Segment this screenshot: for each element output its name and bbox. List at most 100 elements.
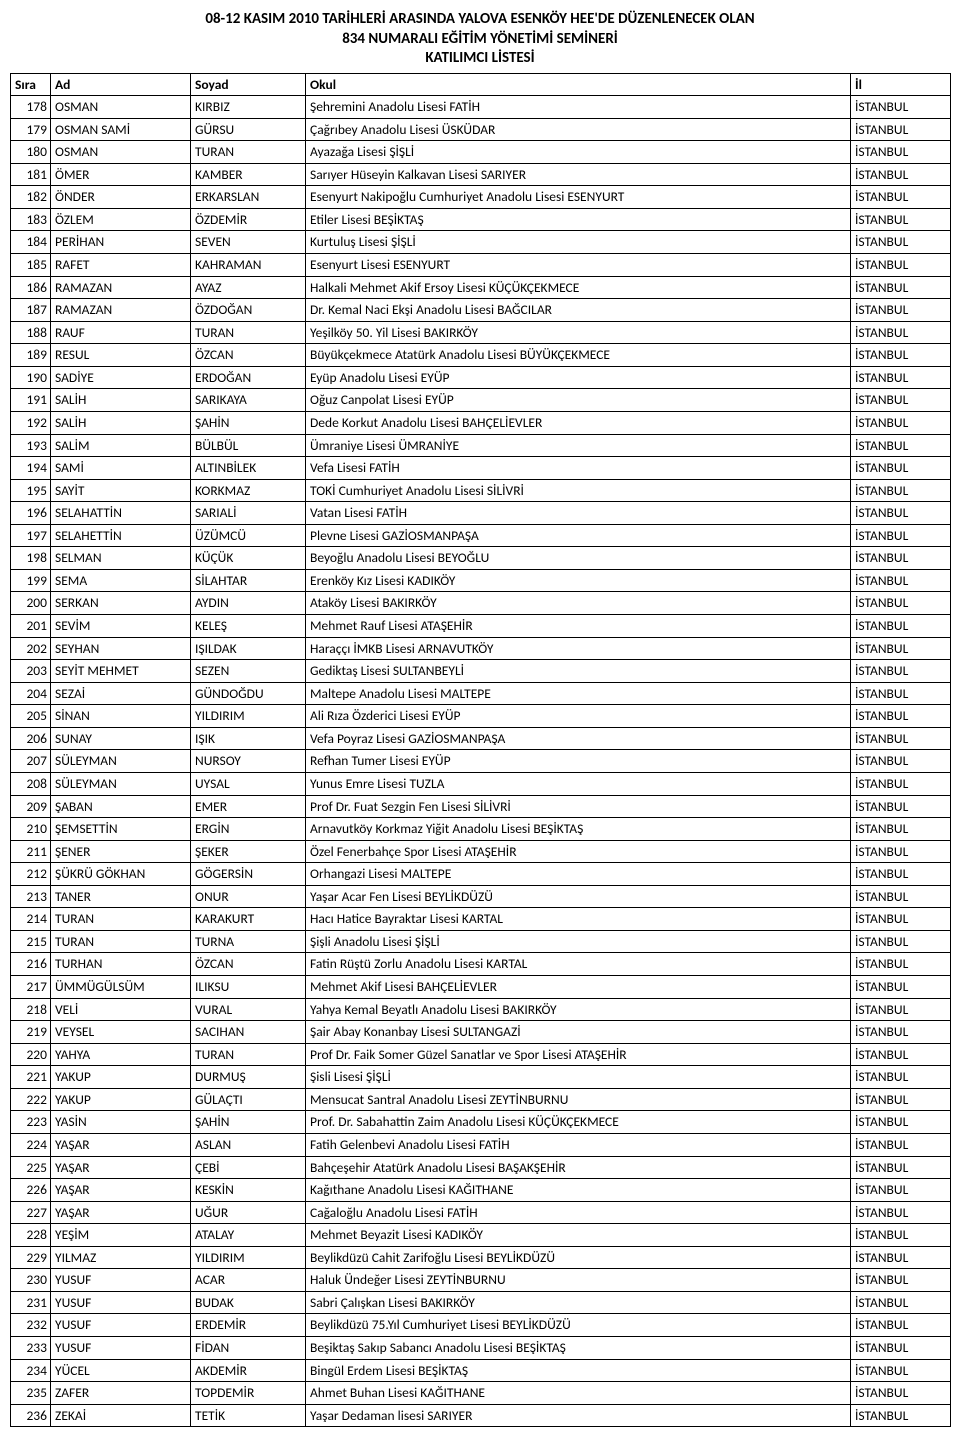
cell-sira: 180 [11,141,51,164]
cell-il: İSTANBUL [851,254,951,277]
cell-soyad: ŞEKER [191,840,306,863]
cell-okul: Fatih Gelenbevi Anadolu Lisesi FATİH [306,1133,851,1156]
cell-okul: Maltepe Anadolu Lisesi MALTEPE [306,682,851,705]
cell-ad: SİNAN [51,705,191,728]
cell-soyad: ŞAHİN [191,411,306,434]
cell-sira: 178 [11,96,51,119]
cell-il: İSTANBUL [851,908,951,931]
cell-il: İSTANBUL [851,141,951,164]
cell-soyad: AYAZ [191,276,306,299]
cell-il: İSTANBUL [851,547,951,570]
cell-ad: YUSUF [51,1337,191,1360]
cell-soyad: ÖZCAN [191,344,306,367]
cell-soyad: EMER [191,795,306,818]
table-row: 201SEVİMKELEŞMehmet Rauf Lisesi ATAŞEHİR… [11,615,951,638]
table-row: 212ŞÜKRÜ GÖKHANGÖGERSİNOrhangazi Lisesi … [11,863,951,886]
cell-soyad: TURAN [191,1043,306,1066]
cell-okul: Şair Abay Konanbay Lisesi SULTANGAZİ [306,1021,851,1044]
cell-okul: Kurtuluş Lisesi ŞİŞLİ [306,231,851,254]
cell-soyad: BÜLBÜL [191,434,306,457]
cell-sira: 202 [11,637,51,660]
cell-okul: Ahmet Buhan Lisesi KAĞITHANE [306,1382,851,1405]
cell-soyad: IŞIK [191,727,306,750]
table-row: 178OSMANKIRBIZŞehremini Anadolu Lisesi F… [11,96,951,119]
cell-ad: YUSUF [51,1314,191,1337]
cell-il: İSTANBUL [851,479,951,502]
cell-il: İSTANBUL [851,524,951,547]
cell-okul: Mensucat Santral Anadolu Lisesi ZEYTİNBU… [306,1088,851,1111]
cell-soyad: KARAKURT [191,908,306,931]
cell-sira: 182 [11,186,51,209]
cell-ad: TANER [51,885,191,908]
table-header-row: Sıra Ad Soyad Okul İl [11,73,951,96]
cell-il: İSTANBUL [851,502,951,525]
cell-sira: 218 [11,998,51,1021]
table-row: 217ÜMMÜGÜLSÜMILIKSUMehmet Akif Lisesi BA… [11,976,951,999]
cell-soyad: ERDOĞAN [191,366,306,389]
cell-il: İSTANBUL [851,750,951,773]
cell-sira: 211 [11,840,51,863]
table-row: 221YAKUPDURMUŞŞisli Lisesi ŞİŞLİİSTANBUL [11,1066,951,1089]
cell-il: İSTANBUL [851,1201,951,1224]
cell-il: İSTANBUL [851,772,951,795]
header-line-1: 08-12 KASIM 2010 TARİHLERİ ARASINDA YALO… [10,10,950,30]
cell-ad: YAŞAR [51,1133,191,1156]
table-row: 219VEYSELSACIHANŞair Abay Konanbay Lises… [11,1021,951,1044]
cell-soyad: FİDAN [191,1337,306,1360]
cell-ad: SADİYE [51,366,191,389]
cell-okul: Erenköy Kız Lisesi KADIKÖY [306,569,851,592]
cell-ad: YASİN [51,1111,191,1134]
cell-sira: 236 [11,1404,51,1427]
cell-okul: Prof Dr. Fuat Sezgin Fen Lisesi SİLİVRİ [306,795,851,818]
cell-sira: 203 [11,660,51,683]
cell-okul: Yahya Kemal Beyatlı Anadolu Lisesi BAKIR… [306,998,851,1021]
cell-soyad: ÇEBİ [191,1156,306,1179]
cell-ad: YÜCEL [51,1359,191,1382]
cell-okul: Eyüp Anadolu Lisesi EYÜP [306,366,851,389]
cell-ad: SEVİM [51,615,191,638]
col-header-okul: Okul [306,73,851,96]
cell-il: İSTANBUL [851,1111,951,1134]
table-row: 230YUSUFACARHaluk Ündeğer Lisesi ZEYTİNB… [11,1269,951,1292]
cell-sira: 201 [11,615,51,638]
cell-sira: 232 [11,1314,51,1337]
cell-il: İSTANBUL [851,434,951,457]
cell-soyad: KAHRAMAN [191,254,306,277]
cell-soyad: GÜLAÇTI [191,1088,306,1111]
cell-soyad: AKDEMİR [191,1359,306,1382]
cell-soyad: TURNA [191,930,306,953]
table-row: 218VELİVURALYahya Kemal Beyatlı Anadolu … [11,998,951,1021]
cell-okul: Mehmet Beyazit Lisesi KADIKÖY [306,1224,851,1247]
cell-il: İSTANBUL [851,976,951,999]
cell-ad: YUSUF [51,1269,191,1292]
cell-ad: SALİM [51,434,191,457]
cell-il: İSTANBUL [851,1133,951,1156]
cell-ad: SUNAY [51,727,191,750]
cell-sira: 230 [11,1269,51,1292]
cell-sira: 216 [11,953,51,976]
cell-okul: Ümraniye Lisesi ÜMRANİYE [306,434,851,457]
cell-il: İSTANBUL [851,1156,951,1179]
table-row: 181ÖMERKAMBERSarıyer Hüseyin Kalkavan Li… [11,163,951,186]
cell-soyad: ACAR [191,1269,306,1292]
cell-ad: RESUL [51,344,191,367]
cell-okul: Kağıthane Anadolu Lisesi KAĞITHANE [306,1179,851,1202]
table-row: 232YUSUFERDEMİRBeylikdüzü 75.Yıl Cumhuri… [11,1314,951,1337]
table-row: 197SELAHETTİNÜZÜMCÜPlevne Lisesi GAZİOSM… [11,524,951,547]
cell-sira: 206 [11,727,51,750]
table-row: 202SEYHANIŞILDAKHaraççı İMKB Lisesi ARNA… [11,637,951,660]
table-row: 179OSMAN SAMİGÜRSUÇağrıbey Anadolu Lises… [11,118,951,141]
cell-soyad: UYSAL [191,772,306,795]
cell-ad: YAŞAR [51,1156,191,1179]
cell-soyad: KELEŞ [191,615,306,638]
cell-sira: 198 [11,547,51,570]
cell-sira: 235 [11,1382,51,1405]
cell-okul: Beşiktaş Sakıp Sabancı Anadolu Lisesi BE… [306,1337,851,1360]
cell-okul: Haluk Ündeğer Lisesi ZEYTİNBURNU [306,1269,851,1292]
cell-ad: YAKUP [51,1066,191,1089]
table-row: 211ŞENERŞEKERÖzel Fenerbahçe Spor Lisesi… [11,840,951,863]
cell-soyad: KÜÇÜK [191,547,306,570]
cell-okul: Yeşilköy 50. Yil Lisesi BAKIRKÖY [306,321,851,344]
cell-sira: 219 [11,1021,51,1044]
cell-okul: Beyoğlu Anadolu Lisesi BEYOĞLU [306,547,851,570]
